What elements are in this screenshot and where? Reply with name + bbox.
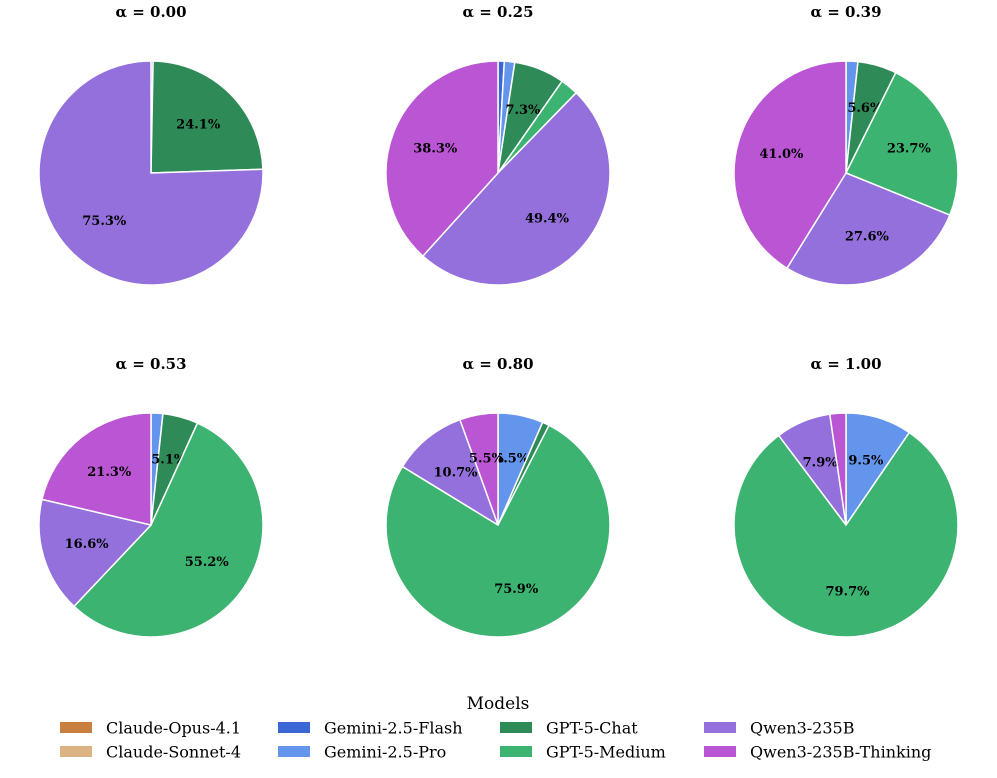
slice-label: 79.7%	[825, 585, 870, 600]
legend-label: Claude-Sonnet-4	[106, 743, 241, 762]
slice-label: 23.7%	[887, 142, 932, 157]
slice-label: 75.3%	[82, 214, 127, 229]
pie-slice-qwen3-235b-thinking	[829, 412, 847, 526]
pie-title: α = 0.39	[810, 3, 881, 21]
legend: Models Claude-Opus-4.1 Gemini-2.5-Flash GPT…	[60, 694, 931, 762]
legend-title: Models	[467, 694, 530, 714]
legend-label: GPT-5-Chat	[546, 719, 638, 738]
slice-label: 7.3%	[505, 103, 541, 118]
pie-chart-3: α = 0.39 5.6% 23.7% 27.6% 41.0%	[733, 3, 959, 286]
pie-title: α = 0.80	[462, 355, 533, 373]
pie-slice-gpt-5-chat	[150, 60, 264, 174]
legend-label: Gemini-2.5-Flash	[324, 719, 463, 738]
legend-label: Qwen3-235B-Thinking	[750, 743, 931, 762]
legend-item-qwen3-235b: Qwen3-235B	[704, 719, 854, 738]
pie-title: α = 1.00	[810, 355, 881, 373]
pie-slice-gpt-5-medium	[73, 422, 264, 638]
pie-slice-gpt-5-medium	[385, 424, 611, 638]
slice-label: 9.5%	[848, 453, 884, 468]
legend-label: Claude-Opus-4.1	[106, 719, 241, 738]
pie-chart-6: α = 1.00 9.5% 79.7% 7.9%	[733, 355, 959, 638]
pie-title: α = 0.00	[115, 3, 186, 21]
legend-item-claude-sonnet-4: Claude-Sonnet-4	[60, 743, 241, 762]
pie-chart-4: α = 0.53 5.1% 55.2% 16.6% 21.3%	[38, 355, 264, 638]
pie-title: α = 0.53	[115, 355, 186, 373]
pie-slice-gpt-5-medium	[733, 431, 959, 638]
pie-chart-2: α = 0.25 7.3% 49.4% 38.3%	[385, 3, 611, 286]
pie-slice-qwen3-235b	[422, 92, 611, 286]
pie-slice-qwen3-235b	[401, 418, 499, 526]
slice-label: 24.1%	[176, 118, 221, 133]
pie-chart-5: α = 0.80 6.5% 75.9% 10.7%5.5%	[385, 355, 611, 638]
slice-label: 21.3%	[87, 465, 132, 480]
pie-slice-qwen3-235b-thinking	[733, 60, 847, 269]
pie-slice-qwen3-235b-thinking	[41, 412, 152, 526]
pie-slice-gpt-5-medium	[845, 71, 959, 216]
legend-swatch	[704, 722, 736, 733]
slice-label: 55.2%	[185, 555, 230, 570]
slice-label: 75.9%	[494, 582, 539, 597]
pie-title: α = 0.25	[462, 3, 533, 21]
pie-slice-qwen3-235b	[786, 172, 951, 286]
legend-swatch	[60, 746, 92, 757]
legend-item-gemini-2-5-pro: Gemini-2.5-Pro	[278, 743, 446, 762]
slice-label: 16.6%	[65, 537, 110, 552]
slice-label: 5.6%	[847, 101, 883, 116]
pie-chart-1: α = 0.00 24.1% 75.3%	[38, 3, 264, 286]
legend-swatch	[500, 722, 532, 733]
slice-label: 49.4%	[525, 212, 570, 227]
legend-swatch	[500, 746, 532, 757]
legend-item-claude-opus-4-1: Claude-Opus-4.1	[60, 719, 241, 738]
legend-swatch	[60, 722, 92, 733]
legend-item-gpt-5-medium: GPT-5-Medium	[500, 743, 666, 762]
slice-label: 7.9%	[803, 455, 839, 470]
legend-label: GPT-5-Medium	[546, 743, 666, 762]
slice-label: 5.5%	[469, 451, 505, 466]
slice-label: 27.6%	[845, 229, 890, 244]
pie-slice-qwen3-235b-thinking	[459, 412, 499, 526]
pie-slice-qwen3-235b	[38, 60, 264, 286]
slice-label: 41.0%	[759, 147, 804, 162]
legend-swatch	[278, 746, 310, 757]
slice-label: 6.5%	[494, 452, 530, 467]
pie-slice-qwen3-235b-thinking	[385, 60, 499, 257]
legend-swatch	[704, 746, 736, 757]
pie-slice-qwen3-235b	[38, 498, 152, 608]
legend-swatch	[278, 722, 310, 733]
slice-label: 10.7%	[434, 465, 479, 480]
legend-item-qwen3-235b-thinking: Qwen3-235B-Thinking	[704, 743, 931, 762]
legend-label: Gemini-2.5-Pro	[324, 743, 446, 762]
slice-label: 38.3%	[413, 141, 458, 156]
legend-label: Qwen3-235B	[750, 719, 854, 738]
legend-item-gemini-2-5-flash: Gemini-2.5-Flash	[278, 719, 463, 738]
legend-item-gpt-5-chat: GPT-5-Chat	[500, 719, 638, 738]
slice-label: 5.1%	[151, 453, 187, 468]
